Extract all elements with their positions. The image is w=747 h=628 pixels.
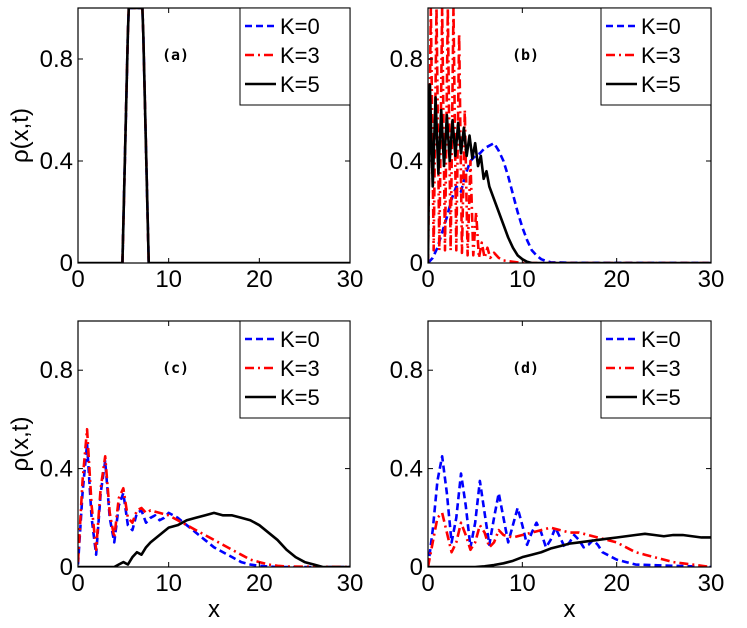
y-tick-label: 0 bbox=[60, 554, 73, 581]
panel-b: 0 10 20 30 0 0.4 0.8 (b) K=0 K=3 K=5 bbox=[390, 7, 725, 293]
x-tick-label: 0 bbox=[421, 266, 434, 293]
y-tick-label: 0.4 bbox=[390, 148, 423, 175]
x-tick-label: 10 bbox=[155, 570, 182, 597]
legend-label: K=5 bbox=[280, 385, 320, 410]
y-axis-label: ρ(x,t) bbox=[7, 108, 34, 163]
legend-box bbox=[239, 7, 351, 106]
x-tick-label: 0 bbox=[421, 570, 434, 597]
panel-a: 0 10 20 30 0 0.4 0.8 ρ(x,t) (a) K=0 K=3 K=5 bbox=[7, 7, 364, 293]
panel-tag: (c) bbox=[162, 359, 189, 377]
axes-box bbox=[427, 7, 712, 264]
y-tick-label: 0.4 bbox=[40, 456, 73, 483]
x-tick-label: 20 bbox=[246, 570, 273, 597]
x-tick-label: 10 bbox=[509, 570, 536, 597]
y-tick-label: 0.8 bbox=[390, 46, 423, 73]
legend-label: K=5 bbox=[280, 72, 320, 97]
series-line-k-3 bbox=[428, 511, 711, 567]
legend-box bbox=[239, 320, 351, 419]
series-line-k-3 bbox=[428, 8, 711, 263]
panel-d: 0 10 20 30 0 0.4 0.8 x (d) K=0 K=3 K=5 bbox=[390, 320, 725, 623]
legend-label: K=3 bbox=[280, 43, 320, 68]
y-tick-label: 0.8 bbox=[40, 357, 73, 384]
legend-label: K=5 bbox=[641, 385, 681, 410]
series-line-k-5 bbox=[428, 83, 711, 263]
legend-label: K=3 bbox=[641, 43, 681, 68]
x-tick-label: 30 bbox=[337, 570, 364, 597]
legend-box bbox=[600, 7, 712, 106]
x-axis-label: x bbox=[208, 596, 220, 623]
x-tick-label: 10 bbox=[155, 266, 182, 293]
x-tick-label: 30 bbox=[698, 570, 725, 597]
x-tick-label: 20 bbox=[603, 570, 630, 597]
x-tick-label: 30 bbox=[337, 266, 364, 293]
x-axis-label: x bbox=[564, 596, 576, 623]
legend-label: K=3 bbox=[641, 356, 681, 381]
legend: K=0 K=3 K=5 bbox=[239, 320, 351, 419]
panel-tag: (d) bbox=[512, 359, 539, 377]
x-tick-label: 0 bbox=[71, 266, 84, 293]
series-line-k-3 bbox=[78, 427, 350, 567]
legend: K=0 K=3 K=5 bbox=[239, 7, 351, 106]
series-line-k-0 bbox=[78, 442, 350, 567]
legend-box bbox=[600, 320, 712, 419]
axes-box bbox=[427, 320, 712, 568]
x-tick-label: 10 bbox=[509, 266, 536, 293]
series-line-k-5 bbox=[78, 511, 350, 567]
panel-c: 0 10 20 30 0 0.4 0.8 ρ(x,t) x (c) K=0 K=3 K=5 bbox=[7, 320, 364, 623]
panel-tag: (a) bbox=[162, 46, 189, 64]
legend-label: K=0 bbox=[641, 14, 681, 39]
series-line-k-5 bbox=[428, 532, 711, 567]
x-tick-label: 20 bbox=[603, 266, 630, 293]
y-tick-label: 0 bbox=[410, 554, 423, 581]
panel-tag: (b) bbox=[512, 46, 539, 64]
x-tick-label: 20 bbox=[246, 266, 273, 293]
x-tick-label: 30 bbox=[698, 266, 725, 293]
y-tick-label: 0.4 bbox=[40, 148, 73, 175]
legend: K=0 K=3 K=5 bbox=[600, 320, 712, 419]
axes-box bbox=[77, 7, 351, 264]
legend-label: K=5 bbox=[641, 72, 681, 97]
y-tick-label: 0.4 bbox=[390, 456, 423, 483]
x-tick-label: 0 bbox=[71, 570, 84, 597]
y-tick-label: 0.8 bbox=[390, 357, 423, 384]
legend-label: K=0 bbox=[641, 327, 681, 352]
y-tick-label: 0.8 bbox=[40, 46, 73, 73]
series-line-k-0 bbox=[428, 454, 711, 567]
axes-box bbox=[77, 320, 351, 568]
series-line-k-5 bbox=[78, 8, 350, 263]
legend-label: K=0 bbox=[280, 327, 320, 352]
legend-label: K=3 bbox=[280, 356, 320, 381]
legend-label: K=0 bbox=[280, 14, 320, 39]
y-axis-label: ρ(x,t) bbox=[7, 417, 34, 472]
legend: K=0 K=3 K=5 bbox=[600, 7, 712, 106]
y-tick-label: 0 bbox=[410, 250, 423, 277]
y-tick-label: 0 bbox=[60, 250, 73, 277]
